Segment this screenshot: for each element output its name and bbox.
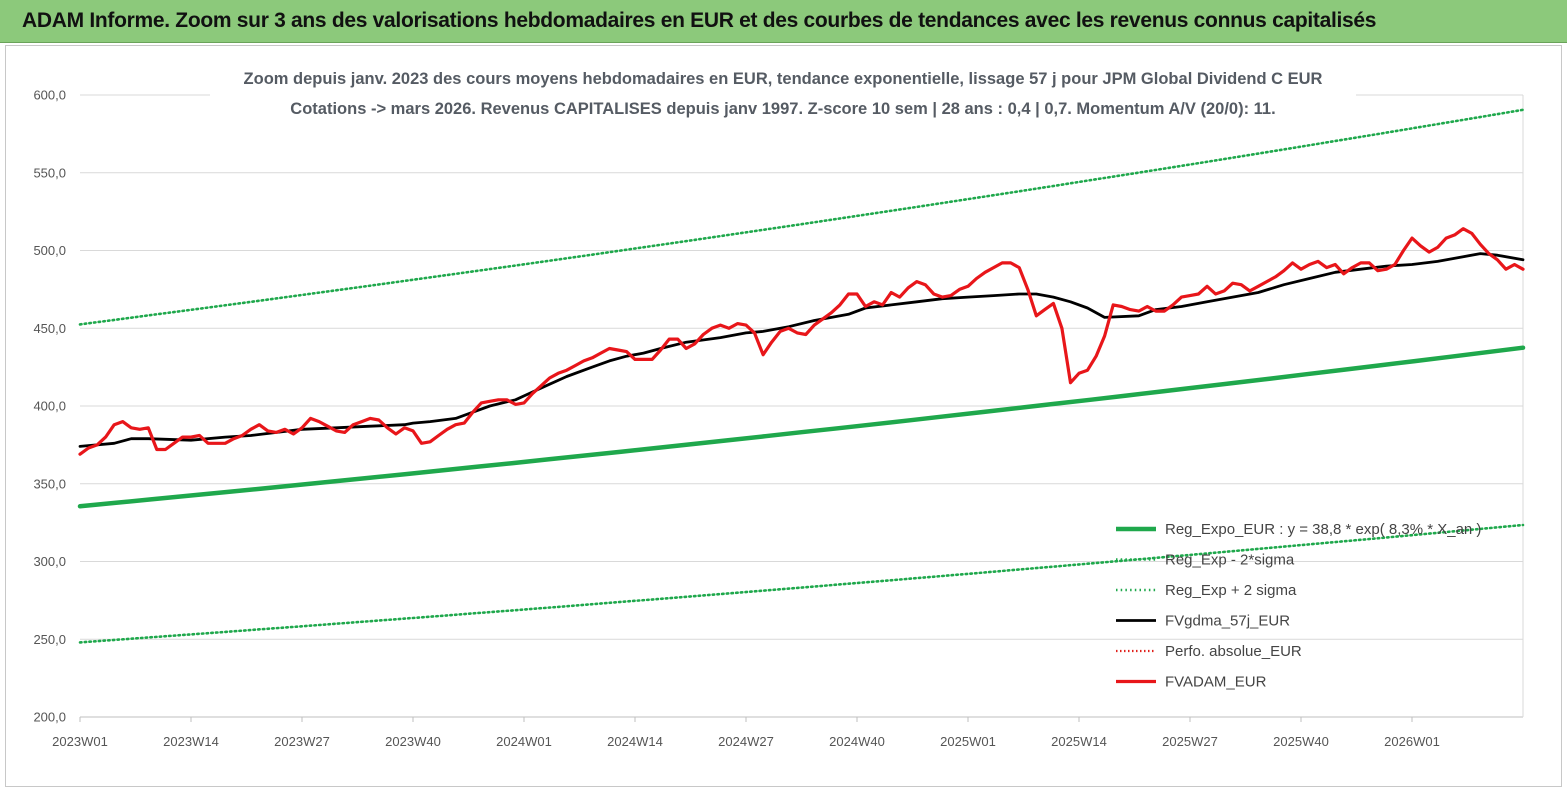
legend-label: FVgdma_57j_EUR xyxy=(1165,613,1290,630)
legend-label: Perfo. absolue_EUR xyxy=(1165,643,1302,660)
x-tick-label: 2024W27 xyxy=(718,734,774,749)
y-tick-label: 250,0 xyxy=(33,632,66,647)
chart-title-line-2: Cotations -> mars 2026. Revenus CAPITALI… xyxy=(290,100,1275,118)
chart-title-line-1: Zoom depuis janv. 2023 des cours moyens … xyxy=(244,70,1323,88)
regression-minus-2sigma-line xyxy=(78,523,1525,644)
x-tick-label: 2026W01 xyxy=(1384,734,1440,749)
y-tick-label: 600,0 xyxy=(33,88,66,103)
legend: Reg_Expo_EUR : y = 38,8 * exp( 8,3% * X_… xyxy=(1116,521,1481,691)
report-banner: ADAM Informe. Zoom sur 3 ans des valoris… xyxy=(0,0,1567,43)
report-title: ADAM Informe. Zoom sur 3 ans des valoris… xyxy=(22,9,1377,32)
fvadam-line xyxy=(78,227,1525,456)
x-tick-label: 2024W14 xyxy=(607,734,663,749)
y-tick-label: 500,0 xyxy=(33,243,66,258)
legend-label: Reg_Expo_EUR : y = 38,8 * exp( 8,3% * X_… xyxy=(1165,521,1481,538)
x-tick-label: 2025W14 xyxy=(1051,734,1107,749)
x-tick-label: 2023W14 xyxy=(163,734,219,749)
y-tick-label: 450,0 xyxy=(33,321,66,336)
x-tick-label: 2023W01 xyxy=(52,734,108,749)
y-tick-label: 400,0 xyxy=(33,399,66,414)
legend-label: Reg_Exp + 2 sigma xyxy=(1165,582,1297,599)
x-tick-label: 2024W40 xyxy=(829,734,885,749)
y-tick-label: 550,0 xyxy=(33,165,66,180)
legend-label: FVADAM_EUR xyxy=(1165,674,1267,691)
legend-label: Reg_Exp - 2*sigma xyxy=(1165,552,1295,569)
x-tick-label: 2024W01 xyxy=(496,734,552,749)
x-tick-label: 2023W40 xyxy=(385,734,441,749)
fvgdma-57j-line xyxy=(78,252,1525,448)
title-box xyxy=(210,65,1356,123)
x-tick-label: 2025W40 xyxy=(1273,734,1329,749)
regression-expo-line xyxy=(77,345,1526,509)
y-tick-label: 300,0 xyxy=(33,554,66,569)
x-tick-label: 2023W27 xyxy=(274,734,330,749)
x-tick-label: 2025W27 xyxy=(1162,734,1218,749)
series-layer xyxy=(77,108,1526,644)
chart-frame xyxy=(5,45,1562,787)
x-tick-label: 2025W01 xyxy=(940,734,996,749)
regression-plus-2sigma-line xyxy=(78,108,1525,326)
y-tick-label: 200,0 xyxy=(33,710,66,725)
y-tick-label: 350,0 xyxy=(33,476,66,491)
